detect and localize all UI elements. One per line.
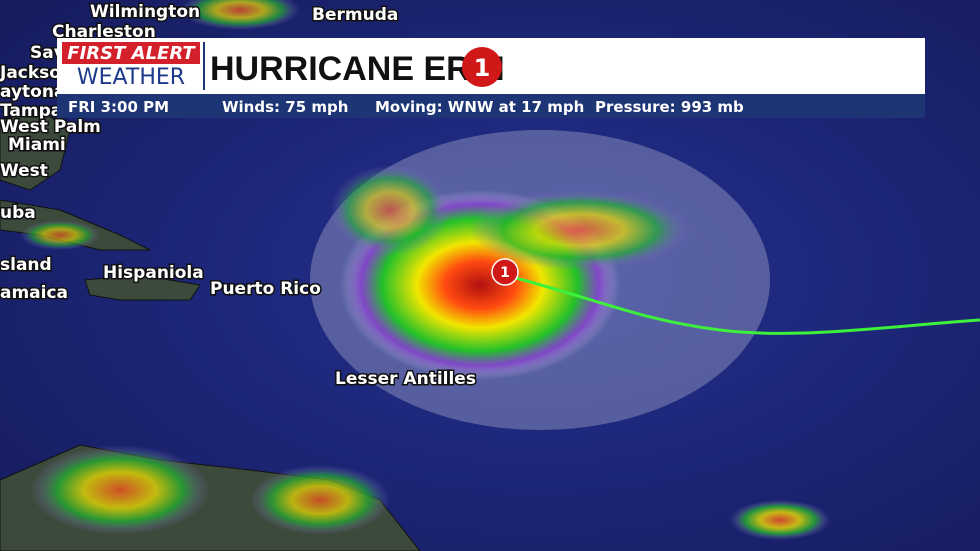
info-item: Pressure: 993 mb	[595, 98, 744, 116]
map-label: Bermuda	[312, 5, 398, 25]
storm-track	[504, 273, 980, 335]
logo-red	[62, 42, 200, 64]
map-label: Lesser Antilles	[335, 369, 476, 389]
map-label: Puerto Rico	[210, 279, 321, 299]
banner-info	[57, 94, 925, 118]
map-label: Tampa	[0, 101, 62, 121]
map-label: Jackso	[0, 63, 61, 83]
storm-category: 1	[500, 265, 510, 281]
category: 1	[474, 54, 491, 82]
radar	[20, 0, 830, 540]
info-item: Winds: 75 mph	[222, 98, 348, 116]
category-icon	[462, 47, 502, 87]
info-item: Moving: WNW at 17 mph	[375, 98, 584, 116]
map-label: Wilmington	[90, 2, 200, 22]
map-labels: Wilmington Bermuda CharlestonSavJacksoayto…	[0, 1, 477, 391]
map-label: West Palm	[0, 117, 101, 137]
info-item: FRI 3:00 PM	[68, 98, 169, 116]
map-label: Miami	[8, 135, 66, 155]
map-label: uba	[0, 203, 36, 223]
logo-top: FIRST ALERT	[67, 43, 196, 64]
map-label: Hispaniola	[103, 263, 204, 283]
logo-bottom: WEATHER	[77, 65, 185, 90]
map-label: sland	[0, 255, 52, 275]
map-label: West	[0, 161, 48, 181]
map-label: Sav	[30, 43, 65, 63]
header-banner: FIRST ALERT WEATHER HURRICANE ERIN 1 FRI…	[57, 38, 925, 118]
map-label: aytona	[0, 82, 65, 102]
map-label: amaica	[0, 283, 68, 303]
storm-icon: 1	[491, 258, 519, 286]
map-label: Charleston	[52, 22, 156, 42]
storm-icon-circle	[491, 258, 519, 286]
info-row: FRI 3:00 PM Winds: 75 mph Moving: WNW at 1…	[68, 98, 744, 116]
title: HURRICANE ERIN	[210, 50, 505, 88]
